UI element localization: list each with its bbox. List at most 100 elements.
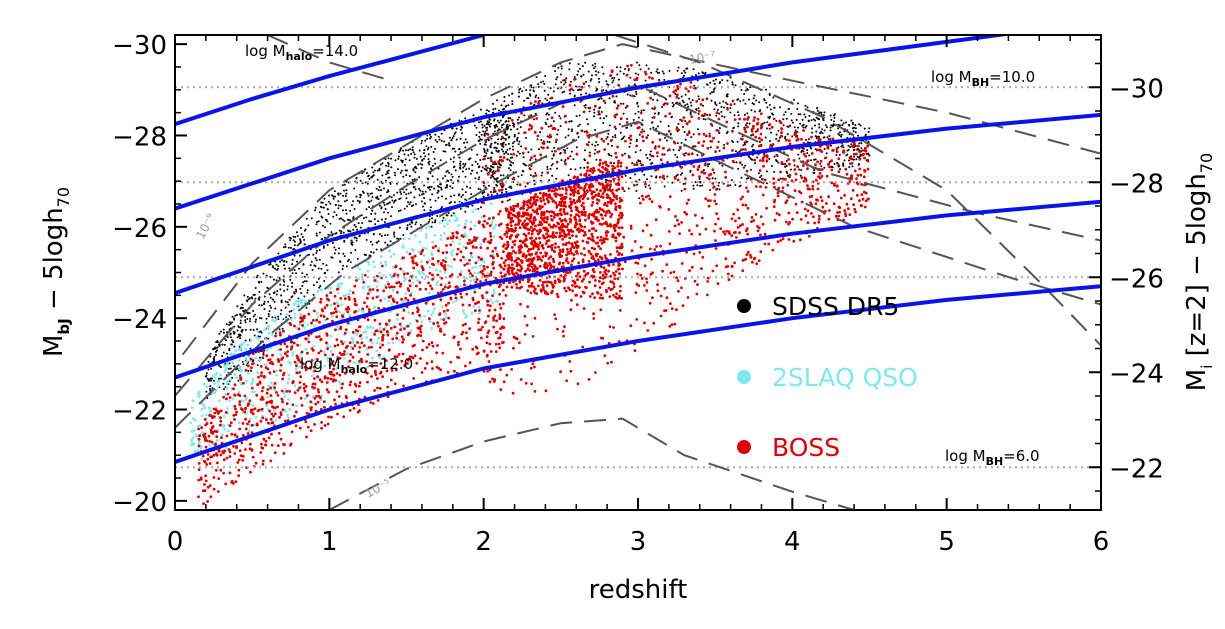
data-point	[743, 113, 746, 116]
data-point	[318, 378, 322, 382]
data-point	[370, 345, 373, 349]
data-point	[464, 234, 468, 238]
data-point	[416, 334, 419, 338]
data-point	[621, 267, 624, 271]
data-point	[620, 138, 623, 141]
data-point	[380, 189, 382, 192]
data-point	[853, 155, 855, 158]
data-point	[286, 288, 289, 291]
data-point	[718, 149, 721, 152]
data-point	[330, 415, 333, 419]
data-point	[312, 309, 316, 313]
data-point	[636, 138, 638, 141]
data-point	[332, 311, 336, 315]
data-point	[358, 409, 361, 413]
data-point	[247, 420, 251, 423]
data-point	[480, 216, 484, 219]
data-point	[389, 273, 392, 277]
data-point	[542, 288, 545, 291]
data-point	[679, 173, 682, 176]
data-point	[365, 305, 369, 308]
data-point	[250, 431, 254, 435]
data-point	[546, 245, 550, 249]
data-point	[723, 116, 726, 119]
data-point	[461, 323, 465, 327]
data-point	[341, 365, 345, 369]
data-point	[296, 235, 299, 237]
data-point	[838, 153, 841, 156]
data-point	[498, 263, 502, 267]
data-point	[323, 306, 327, 310]
data-point	[399, 171, 402, 174]
data-point	[708, 163, 711, 166]
data-point	[473, 290, 477, 294]
data-point	[415, 203, 417, 206]
data-point	[295, 371, 299, 375]
data-point	[248, 399, 252, 403]
data-point	[354, 249, 357, 252]
data-point	[720, 105, 723, 108]
data-point	[534, 237, 538, 240]
data-point	[299, 239, 302, 242]
data-point	[420, 371, 424, 374]
data-point	[225, 363, 229, 367]
data-point	[223, 364, 226, 368]
data-point	[538, 204, 541, 208]
data-point	[202, 489, 205, 493]
data-point	[439, 234, 443, 237]
data-point	[431, 277, 435, 281]
data-point	[306, 351, 309, 355]
data-point	[509, 156, 512, 159]
data-point	[251, 360, 254, 363]
data-point	[223, 343, 226, 346]
data-point	[413, 196, 416, 199]
data-point	[458, 242, 462, 246]
data-point	[472, 246, 475, 249]
data-point	[593, 152, 596, 155]
data-point	[654, 112, 656, 115]
data-point	[478, 176, 481, 179]
data-point	[219, 373, 223, 377]
data-point	[418, 327, 421, 331]
data-point	[514, 214, 517, 218]
data-point	[387, 321, 391, 325]
data-point	[451, 137, 454, 139]
data-point	[393, 355, 397, 359]
data-point	[252, 329, 255, 331]
data-point	[828, 161, 831, 164]
data-point	[289, 323, 293, 327]
data-point	[404, 296, 408, 300]
data-point	[611, 144, 613, 147]
data-point	[237, 468, 241, 472]
data-point	[234, 314, 237, 317]
data-point	[797, 153, 800, 156]
data-point	[214, 353, 217, 356]
data-point	[271, 362, 275, 366]
data-point	[429, 137, 432, 140]
data-point	[499, 327, 502, 330]
data-point	[253, 407, 257, 411]
data-point	[335, 367, 339, 370]
data-point	[704, 118, 707, 121]
data-point	[485, 291, 489, 294]
data-point	[564, 159, 567, 161]
data-point	[425, 346, 429, 349]
data-point	[524, 269, 527, 273]
data-point	[356, 199, 359, 202]
data-point	[347, 292, 351, 296]
data-point	[492, 175, 495, 178]
data-point	[255, 393, 259, 397]
data-point	[561, 91, 564, 94]
data-point	[483, 134, 486, 137]
data-point	[850, 143, 853, 146]
data-point	[580, 75, 583, 78]
data-point	[656, 68, 659, 71]
data-point	[411, 281, 415, 285]
data-point	[712, 90, 715, 93]
data-point	[247, 369, 250, 372]
data-point	[744, 102, 747, 105]
data-point	[348, 313, 351, 317]
data-point	[242, 381, 245, 385]
data-point	[775, 133, 778, 136]
data-point	[464, 146, 467, 149]
